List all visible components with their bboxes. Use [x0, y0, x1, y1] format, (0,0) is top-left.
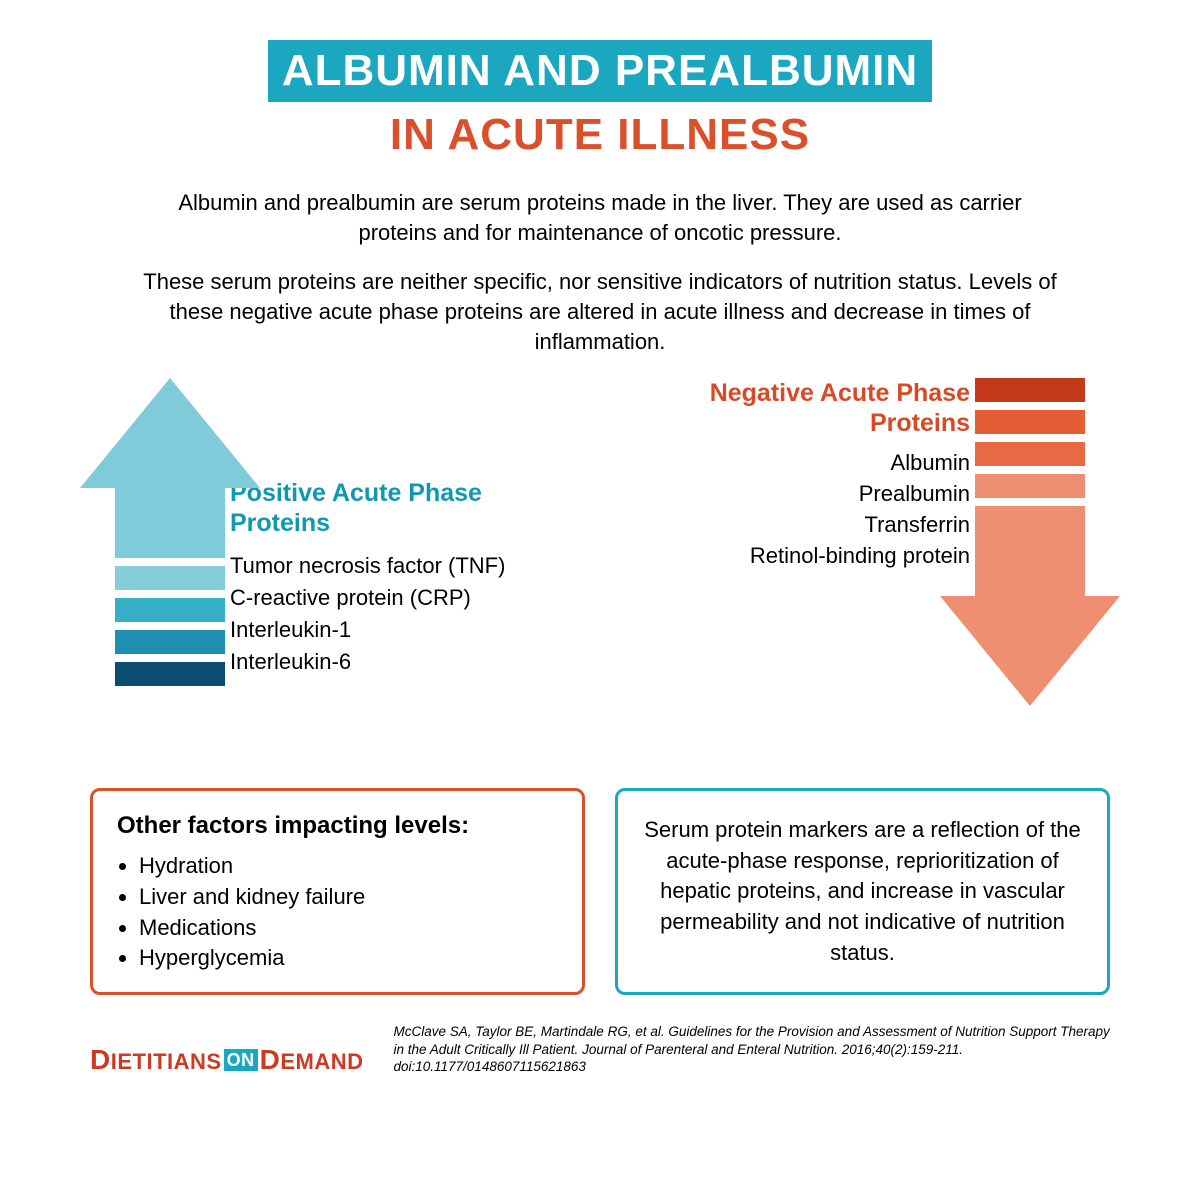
positive-heading: Positive Acute Phase Proteins [230, 478, 570, 538]
positive-list-item: Tumor necrosis factor (TNF) [230, 550, 570, 582]
factor-item: Hyperglycemia [139, 943, 558, 974]
positive-list-item: Interleukin-6 [230, 646, 570, 678]
negative-list-item: Transferrin [630, 510, 970, 541]
diagram-row: Positive Acute Phase Proteins Tumor necr… [90, 378, 1110, 758]
factor-item: Hydration [139, 851, 558, 882]
factor-item: Liver and kidney failure [139, 882, 558, 913]
negative-list-item: Albumin [630, 448, 970, 479]
up-arrow-icon [80, 378, 260, 694]
summary-box: Serum protein markers are a reflection o… [615, 788, 1110, 995]
other-factors-heading: Other factors impacting levels: [117, 809, 558, 843]
intro-paragraph-2: These serum proteins are neither specifi… [140, 267, 1060, 356]
negative-column: Negative Acute Phase Proteins AlbuminPre… [630, 378, 1110, 571]
footer: DIETITIANSONDEMAND McClave SA, Taylor BE… [90, 1023, 1110, 1076]
intro-block: Albumin and prealbumin are serum protein… [140, 188, 1060, 356]
summary-text: Serum protein markers are a reflection o… [642, 815, 1083, 969]
negative-list-item: Retinol-binding protein [630, 541, 970, 572]
positive-list-item: C-reactive protein (CRP) [230, 582, 570, 614]
citation-text: McClave SA, Taylor BE, Martindale RG, et… [393, 1023, 1110, 1076]
down-arrow-icon [940, 378, 1120, 706]
negative-list-item: Prealbumin [630, 479, 970, 510]
info-boxes-row: Other factors impacting levels: Hydratio… [90, 788, 1110, 995]
title-block: ALBUMIN AND PREALBUMIN IN ACUTE ILLNESS [90, 40, 1110, 160]
other-factors-list: HydrationLiver and kidney failureMedicat… [117, 851, 558, 974]
negative-heading: Negative Acute Phase Proteins [630, 378, 970, 438]
negative-list: AlbuminPrealbuminTransferrinRetinol-bind… [630, 448, 970, 571]
positive-list-item: Interleukin-1 [230, 614, 570, 646]
brand-logo: DIETITIANSONDEMAND [90, 1044, 363, 1076]
positive-column: Positive Acute Phase Proteins Tumor necr… [90, 378, 570, 678]
other-factors-box: Other factors impacting levels: Hydratio… [90, 788, 585, 995]
subtitle: IN ACUTE ILLNESS [90, 110, 1110, 160]
title-bar: ALBUMIN AND PREALBUMIN [268, 40, 932, 102]
factor-item: Medications [139, 913, 558, 944]
positive-list: Tumor necrosis factor (TNF)C-reactive pr… [230, 550, 570, 678]
intro-paragraph-1: Albumin and prealbumin are serum protein… [140, 188, 1060, 247]
